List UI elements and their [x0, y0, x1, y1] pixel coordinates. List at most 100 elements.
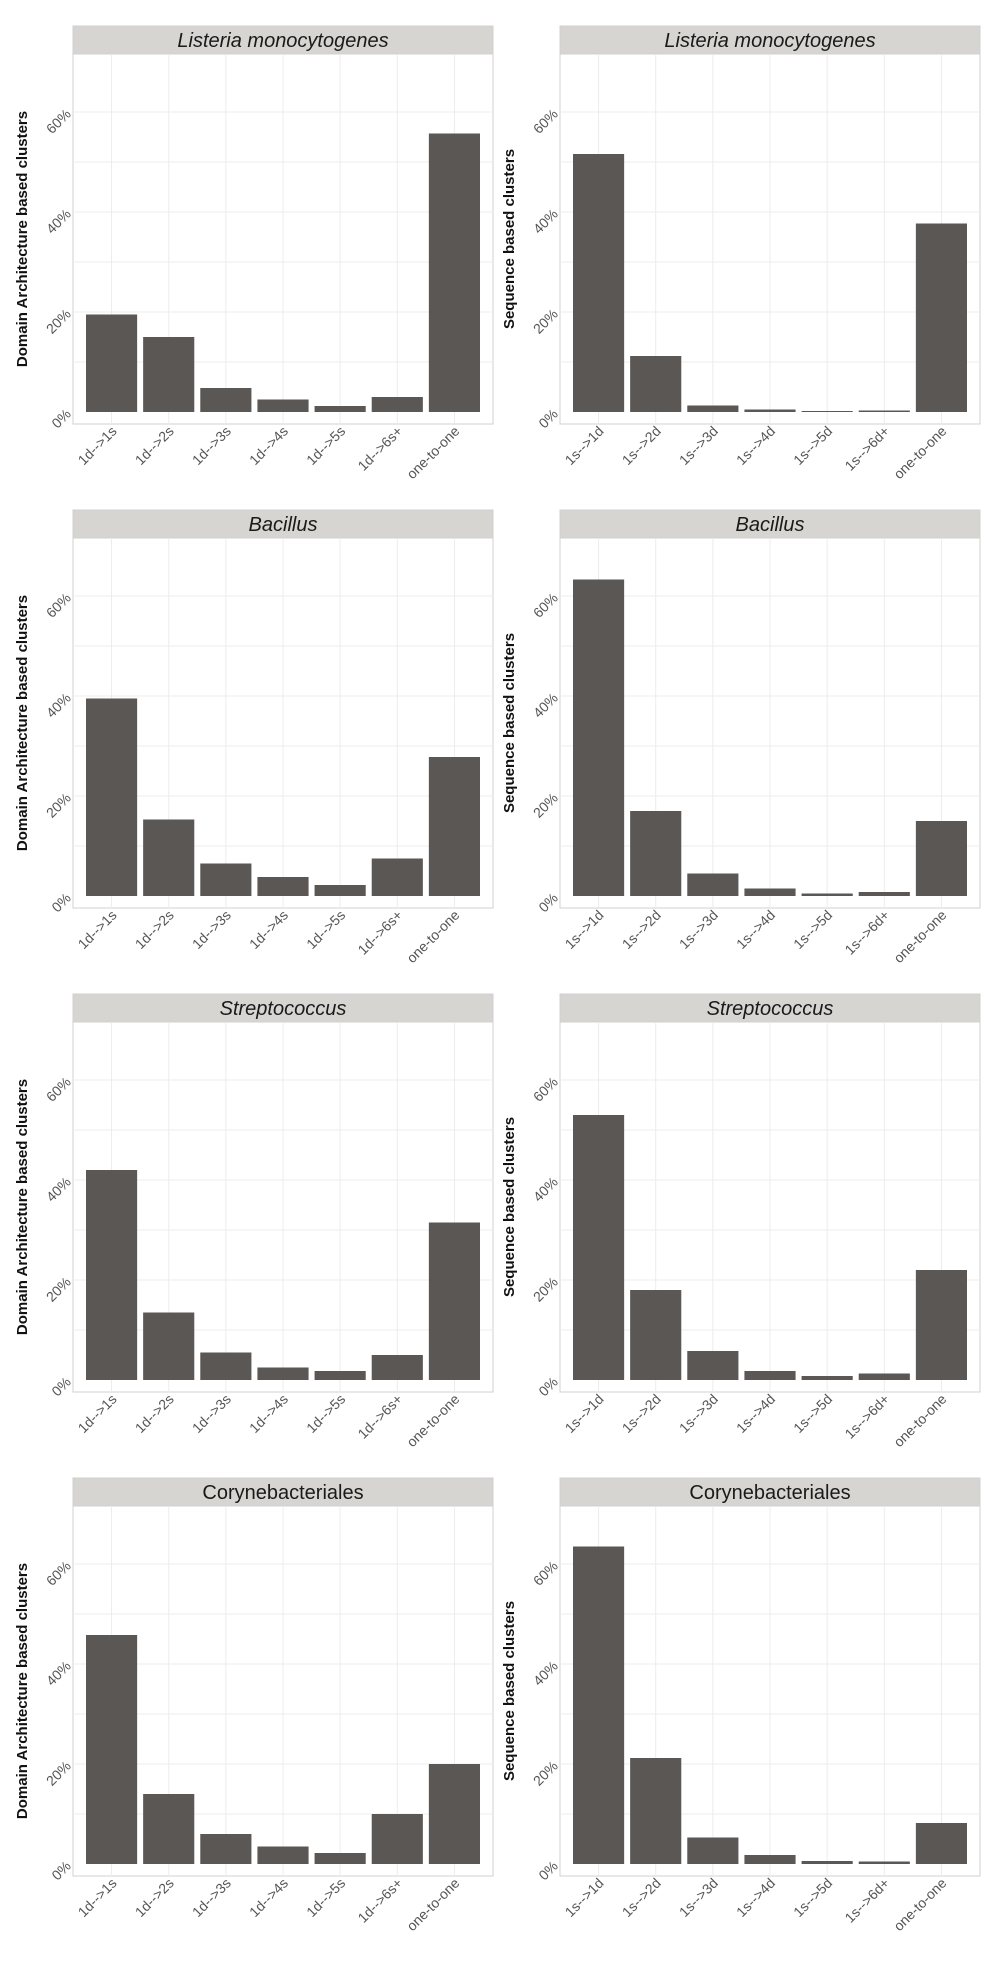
- y-axis-label: Sequence based clusters: [501, 633, 518, 813]
- bar-5: [801, 411, 853, 412]
- y-tick-label: 20%: [43, 306, 74, 337]
- panel-strip: [72, 509, 494, 539]
- x-tick-label: 1d-->2s: [132, 423, 177, 468]
- x-tick-label: 1s-->6d+: [841, 907, 892, 958]
- y-tick-label: 40%: [530, 1174, 561, 1205]
- y-tick-label: 0%: [535, 406, 561, 432]
- bar-6: [371, 1814, 423, 1864]
- x-tick-label: 1d-->5s: [303, 1875, 348, 1920]
- x-tick-label: 1s-->3d: [676, 1391, 721, 1436]
- chart-panel-6: Streptococcus 0% 20% 40% 60% 1s-->1d 1s-->2d 1s…: [501, 993, 981, 1450]
- y-tick-label: 40%: [43, 1658, 74, 1689]
- y-tick-label: 0%: [48, 890, 74, 916]
- bar-3: [200, 1352, 252, 1380]
- bar-7: [915, 223, 967, 412]
- bar-4: [257, 1367, 309, 1380]
- y-tick-label: 0%: [535, 890, 561, 916]
- x-tick-label: 1s-->4d: [733, 423, 778, 468]
- bar-6: [371, 397, 423, 412]
- bar-1: [86, 314, 138, 412]
- x-tick-label: 1s-->3d: [676, 907, 721, 952]
- x-tick-label: one-to-one: [403, 1391, 462, 1450]
- bar-3: [200, 863, 252, 896]
- y-axis-label: Sequence based clusters: [501, 1117, 518, 1297]
- chart-panel-2: Listeria monocytogenes 0% 20% 40% 60% 1s-->1d…: [501, 25, 981, 482]
- bar-2: [143, 1312, 195, 1380]
- x-tick-label: one-to-one: [890, 1875, 949, 1934]
- bar-6: [858, 892, 910, 896]
- x-tick-label: 1d-->1s: [75, 423, 120, 468]
- x-tick-label: 1s-->3d: [676, 1875, 721, 1920]
- y-tick-label: 40%: [530, 206, 561, 237]
- bar-2: [630, 1290, 682, 1380]
- x-tick-label: 1s-->2d: [619, 907, 664, 952]
- bar-6: [858, 1373, 910, 1380]
- x-tick-label: 1d-->3s: [189, 1391, 234, 1436]
- x-tick-label: 1d-->2s: [132, 907, 177, 952]
- panel-strip: [559, 25, 981, 55]
- y-tick-label: 0%: [48, 1858, 74, 1884]
- bar-6: [371, 1355, 423, 1380]
- bar-2: [630, 356, 682, 412]
- bar-3: [687, 873, 739, 896]
- x-tick-label: 1d-->6s+: [354, 1391, 405, 1442]
- bar-4: [744, 1855, 796, 1864]
- x-tick-label: 1s-->2d: [619, 423, 664, 468]
- bar-2: [143, 337, 195, 412]
- y-axis-label: Domain Architecture based clusters: [14, 111, 31, 367]
- x-tick-label: 1s-->5d: [790, 423, 835, 468]
- y-tick-label: 60%: [43, 106, 74, 137]
- x-tick-label: one-to-one: [890, 907, 949, 966]
- panel-title: Streptococcus: [707, 998, 834, 1020]
- bar-2: [630, 811, 682, 896]
- y-tick-label: 40%: [43, 206, 74, 237]
- bar-4: [257, 399, 309, 412]
- y-tick-label: 0%: [48, 1374, 74, 1400]
- chart-panel-4: Bacillus 0% 20% 40% 60% 1s-->1d 1s-->2d 1s-->3d…: [501, 509, 981, 966]
- bar-3: [200, 388, 252, 412]
- bar-7: [428, 1222, 480, 1380]
- bar-1: [86, 698, 138, 896]
- bar-3: [687, 1837, 739, 1864]
- panel-strip: [72, 1477, 494, 1507]
- x-tick-label: 1s-->1d: [562, 907, 607, 952]
- y-tick-label: 40%: [530, 1658, 561, 1689]
- x-tick-label: 1d-->3s: [189, 423, 234, 468]
- bar-4: [744, 409, 796, 412]
- x-tick-label: 1s-->1d: [562, 1391, 607, 1436]
- bar-5: [314, 885, 366, 896]
- bar-1: [86, 1635, 138, 1864]
- panel-title: Corynebacteriales: [202, 1482, 363, 1504]
- bar-7: [428, 757, 480, 896]
- x-tick-label: 1s-->2d: [619, 1391, 664, 1436]
- y-tick-label: 60%: [530, 106, 561, 137]
- x-tick-label: 1d-->2s: [132, 1391, 177, 1436]
- bar-5: [801, 893, 853, 896]
- bar-6: [371, 858, 423, 896]
- x-tick-label: 1s-->4d: [733, 1875, 778, 1920]
- chart-panel-3: Bacillus 0% 20% 40% 60% 1d-->1s 1d-->2s 1d-->3s…: [14, 509, 494, 966]
- x-tick-label: 1s-->5d: [790, 1875, 835, 1920]
- x-tick-label: one-to-one: [403, 423, 462, 482]
- x-tick-label: one-to-one: [403, 1875, 462, 1934]
- x-tick-label: 1s-->1d: [562, 423, 607, 468]
- bar-6: [858, 410, 910, 412]
- bar-4: [257, 877, 309, 896]
- bar-3: [200, 1834, 252, 1864]
- y-tick-label: 20%: [43, 1758, 74, 1789]
- x-tick-label: 1d-->2s: [132, 1875, 177, 1920]
- x-tick-label: 1d-->4s: [246, 1391, 291, 1436]
- x-tick-label: 1d-->1s: [75, 1875, 120, 1920]
- x-tick-label: 1d-->5s: [303, 907, 348, 952]
- chart-panel-7: Corynebacteriales 0% 20% 40% 60% 1d-->1s 1d-->…: [14, 1477, 494, 1934]
- x-tick-label: 1s-->3d: [676, 423, 721, 468]
- panel-title: Streptococcus: [220, 998, 347, 1020]
- bar-5: [801, 1861, 853, 1864]
- bar-2: [630, 1758, 682, 1864]
- x-tick-label: 1s-->1d: [562, 1875, 607, 1920]
- panel-strip: [72, 993, 494, 1023]
- x-tick-label: one-to-one: [403, 907, 462, 966]
- x-tick-label: 1s-->4d: [733, 907, 778, 952]
- bar-2: [143, 1794, 195, 1864]
